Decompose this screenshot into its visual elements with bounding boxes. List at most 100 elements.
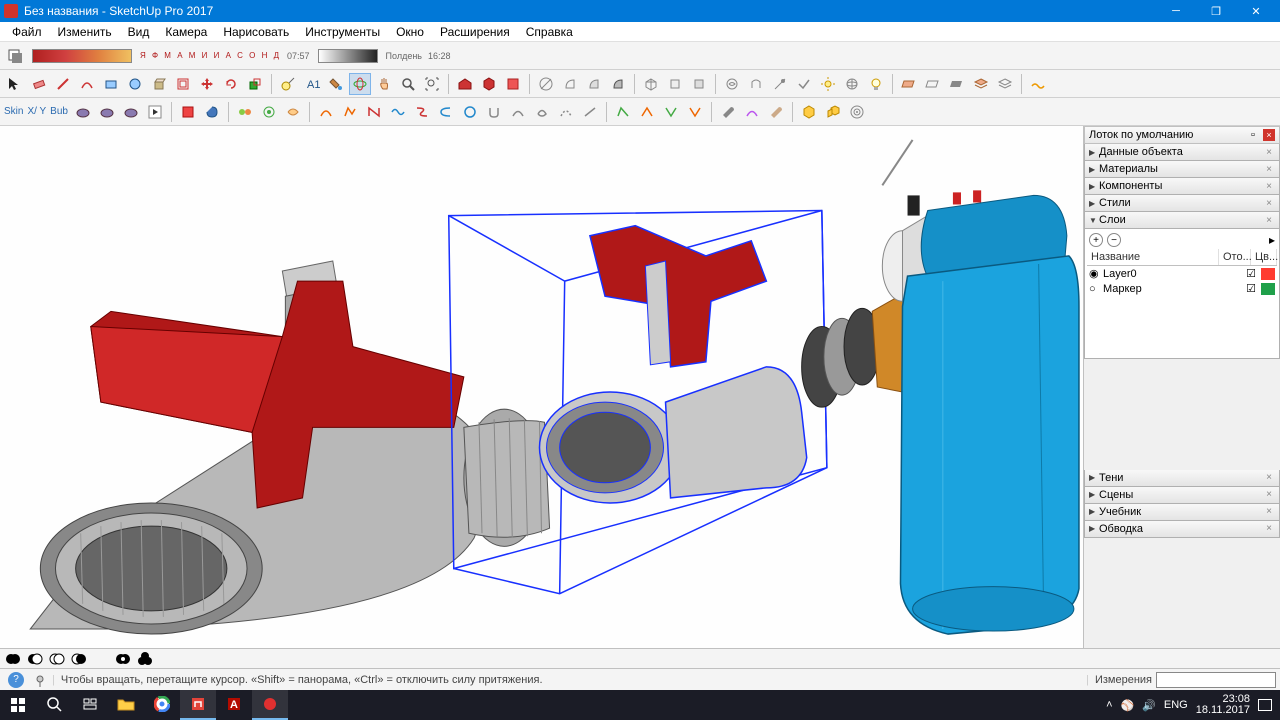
- wireframe-icon[interactable]: [559, 73, 581, 95]
- menu-draw[interactable]: Нарисовать: [215, 23, 297, 41]
- pan-icon[interactable]: [373, 73, 395, 95]
- sketchup-icon[interactable]: [180, 690, 216, 720]
- box-multi-icon[interactable]: [822, 101, 844, 123]
- panel-components[interactable]: ▶Компоненты×: [1084, 178, 1280, 195]
- sun-icon[interactable]: [817, 73, 839, 95]
- panel-close-icon[interactable]: ×: [1263, 164, 1275, 175]
- scale-icon[interactable]: [244, 73, 266, 95]
- panel-close-icon[interactable]: ×: [1263, 506, 1275, 517]
- layer-menu-icon[interactable]: ▸: [1269, 233, 1275, 247]
- panel-close-icon[interactable]: ×: [1263, 147, 1275, 158]
- menu-camera[interactable]: Камера: [157, 23, 215, 41]
- soap-3-icon[interactable]: [120, 101, 142, 123]
- tray-chevron-icon[interactable]: ˄: [1106, 699, 1112, 711]
- layer-radio[interactable]: ◉: [1089, 267, 1101, 280]
- tape-icon[interactable]: [277, 73, 299, 95]
- layer-color-swatch[interactable]: [1261, 268, 1275, 280]
- taskview-icon[interactable]: [72, 690, 108, 720]
- bz-close-icon[interactable]: [531, 101, 553, 123]
- layer-visible-checkbox[interactable]: ☑: [1241, 267, 1261, 280]
- front-icon[interactable]: [688, 73, 710, 95]
- panel-softedges[interactable]: ▶Обводка×: [1084, 521, 1280, 538]
- panel-entity[interactable]: ▶Данные объекта×: [1084, 144, 1280, 161]
- maximize-button[interactable]: ❐: [1196, 0, 1236, 22]
- lightbulb-icon[interactable]: [865, 73, 887, 95]
- panel-close-icon[interactable]: ×: [1263, 215, 1275, 226]
- layer-color-swatch[interactable]: [1261, 283, 1275, 295]
- date-slider[interactable]: [32, 49, 132, 63]
- bz-c-icon[interactable]: [435, 101, 457, 123]
- panel-styles[interactable]: ▶Стили×: [1084, 195, 1280, 212]
- layers-icon[interactable]: [970, 73, 992, 95]
- zoom-extents-icon[interactable]: [421, 73, 443, 95]
- bz-line-icon[interactable]: [579, 101, 601, 123]
- shaded-icon[interactable]: [607, 73, 629, 95]
- bz-g2-icon[interactable]: [636, 101, 658, 123]
- red-box-icon[interactable]: [177, 101, 199, 123]
- bz-g1-icon[interactable]: [612, 101, 634, 123]
- panel-close-icon[interactable]: ×: [1263, 489, 1275, 500]
- panel-close-icon[interactable]: ×: [1263, 198, 1275, 209]
- extension-icon[interactable]: [502, 73, 524, 95]
- move-icon[interactable]: [196, 73, 218, 95]
- layer-row[interactable]: ○ Маркер ☑: [1087, 281, 1277, 296]
- bool-merge-icon[interactable]: [114, 650, 132, 668]
- soap-2-icon[interactable]: [96, 101, 118, 123]
- offset-icon[interactable]: [172, 73, 194, 95]
- add-layer-button[interactable]: +: [1089, 233, 1103, 247]
- menu-edit[interactable]: Изменить: [50, 23, 120, 41]
- shadow-toggle-icon[interactable]: [4, 45, 26, 67]
- language-indicator[interactable]: ENG: [1164, 699, 1188, 711]
- bool-xor-icon[interactable]: [92, 650, 110, 668]
- close-button[interactable]: ✕: [1236, 0, 1276, 22]
- panel-scenes[interactable]: ▶Сцены×: [1084, 487, 1280, 504]
- minimize-button[interactable]: ─: [1156, 0, 1196, 22]
- locate-icon[interactable]: [32, 672, 48, 688]
- bool-sub1-icon[interactable]: [26, 650, 44, 668]
- soap-1-icon[interactable]: [72, 101, 94, 123]
- explorer-icon[interactable]: [108, 690, 144, 720]
- bz-wave-icon[interactable]: [387, 101, 409, 123]
- wifi-icon[interactable]: ⚾: [1121, 699, 1135, 712]
- warehouse-icon[interactable]: [454, 73, 476, 95]
- wrench-icon[interactable]: [717, 101, 739, 123]
- bz-n-icon[interactable]: [363, 101, 385, 123]
- section2-icon[interactable]: [922, 73, 944, 95]
- record-icon[interactable]: [252, 690, 288, 720]
- section3-icon[interactable]: [946, 73, 968, 95]
- rotate-icon[interactable]: [220, 73, 242, 95]
- panel-close-icon[interactable]: ×: [1263, 523, 1275, 534]
- line-icon[interactable]: [52, 73, 74, 95]
- zoom-icon[interactable]: [397, 73, 419, 95]
- eraser-icon[interactable]: [28, 73, 50, 95]
- panel-shadows[interactable]: ▶Тени×: [1084, 470, 1280, 487]
- arc-icon[interactable]: [76, 73, 98, 95]
- menu-help[interactable]: Справка: [518, 23, 581, 41]
- bz-o-icon[interactable]: [459, 101, 481, 123]
- bz-g4-icon[interactable]: [684, 101, 706, 123]
- layer-row[interactable]: ◉ Layer0 ☑: [1087, 266, 1277, 281]
- menu-tools[interactable]: Инструменты: [297, 23, 388, 41]
- tray-close-icon[interactable]: ×: [1263, 129, 1275, 141]
- style1-icon[interactable]: [721, 73, 743, 95]
- sandbox-icon[interactable]: [1027, 73, 1049, 95]
- bool-tri-icon[interactable]: [136, 650, 154, 668]
- style4-icon[interactable]: [793, 73, 815, 95]
- rectangle-icon[interactable]: [100, 73, 122, 95]
- fredo-1-icon[interactable]: [234, 101, 256, 123]
- wrench2-icon[interactable]: [765, 101, 787, 123]
- chrome-icon[interactable]: [144, 690, 180, 720]
- panel-close-icon[interactable]: ×: [1263, 181, 1275, 192]
- play-icon[interactable]: [144, 101, 166, 123]
- paint-icon[interactable]: [325, 73, 347, 95]
- menu-file[interactable]: Файл: [4, 23, 50, 41]
- bool-sub2-icon[interactable]: [48, 650, 66, 668]
- bool-int-icon[interactable]: [70, 650, 88, 668]
- globe-icon[interactable]: [841, 73, 863, 95]
- layer-radio[interactable]: ○: [1089, 283, 1101, 295]
- menu-window[interactable]: Окно: [388, 23, 432, 41]
- bz-g3-icon[interactable]: [660, 101, 682, 123]
- notifications-icon[interactable]: [1258, 699, 1272, 711]
- help-icon[interactable]: ?: [8, 672, 24, 688]
- clock[interactable]: 23:08 18.11.2017: [1196, 694, 1250, 716]
